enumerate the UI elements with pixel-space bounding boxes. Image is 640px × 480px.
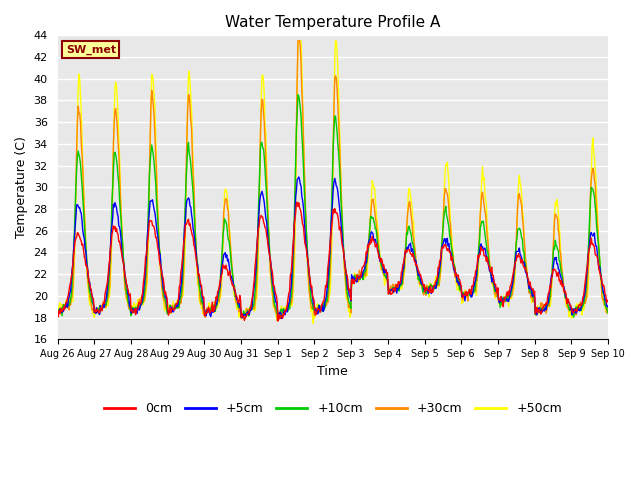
+30cm (417, 281, 425, 287)
Line: +30cm: +30cm (58, 41, 608, 321)
+5cm (278, 316, 285, 322)
+10cm (417, 282, 425, 288)
0cm (120, 266, 128, 272)
Title: Water Temperature Profile A: Water Temperature Profile A (225, 15, 440, 30)
X-axis label: Time: Time (317, 365, 348, 378)
+50cm (604, 311, 612, 317)
+50cm (63, 300, 71, 306)
+10cm (401, 250, 409, 256)
Line: +5cm: +5cm (58, 177, 608, 319)
+5cm (401, 250, 409, 255)
+10cm (54, 309, 61, 315)
0cm (54, 311, 61, 316)
+30cm (54, 311, 61, 316)
0cm (417, 275, 425, 281)
+30cm (401, 248, 409, 254)
+30cm (63, 305, 71, 311)
+5cm (295, 174, 303, 180)
+50cm (176, 301, 184, 307)
Y-axis label: Temperature (C): Temperature (C) (15, 136, 28, 238)
+10cm (294, 92, 302, 98)
0cm (63, 295, 71, 301)
+5cm (120, 264, 128, 270)
+50cm (401, 260, 409, 265)
Line: +10cm: +10cm (58, 95, 608, 318)
+50cm (120, 274, 128, 280)
+30cm (295, 38, 303, 44)
+30cm (205, 306, 213, 312)
+30cm (176, 296, 184, 301)
+10cm (120, 262, 128, 268)
0cm (604, 297, 612, 303)
+30cm (604, 305, 612, 311)
+5cm (205, 307, 213, 313)
+5cm (417, 281, 425, 287)
+10cm (205, 309, 213, 314)
+5cm (604, 304, 612, 310)
0cm (205, 306, 213, 312)
+10cm (176, 297, 184, 302)
+50cm (310, 321, 317, 326)
Line: 0cm: 0cm (58, 202, 608, 321)
+10cm (276, 315, 284, 321)
0cm (401, 248, 409, 254)
0cm (274, 318, 282, 324)
Line: +50cm: +50cm (58, 41, 608, 324)
+50cm (417, 281, 425, 287)
+30cm (120, 271, 128, 276)
+5cm (63, 304, 71, 310)
0cm (176, 282, 184, 288)
+5cm (176, 290, 184, 296)
Legend: 0cm, +5cm, +10cm, +30cm, +50cm: 0cm, +5cm, +10cm, +30cm, +50cm (99, 397, 567, 420)
+10cm (604, 310, 612, 316)
+30cm (273, 318, 281, 324)
+5cm (54, 311, 61, 317)
+50cm (205, 300, 213, 306)
+50cm (54, 303, 61, 309)
+10cm (63, 302, 71, 308)
+50cm (295, 38, 303, 44)
Text: SW_met: SW_met (66, 45, 116, 55)
0cm (293, 199, 301, 205)
